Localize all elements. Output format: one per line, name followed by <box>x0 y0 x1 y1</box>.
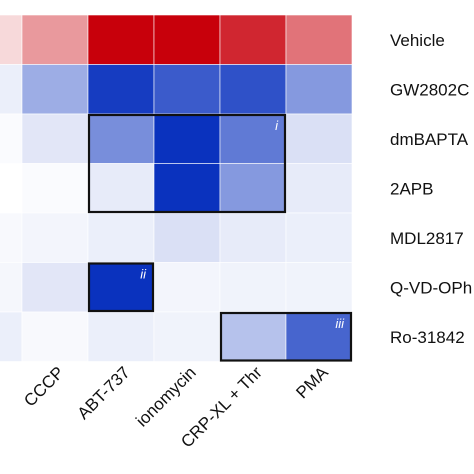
heatmap-cell <box>219 14 287 65</box>
column-label: PMA <box>292 362 332 402</box>
heatmap-cell <box>153 163 221 214</box>
row-label: Vehicle <box>390 31 445 50</box>
heatmap-cell <box>219 311 287 362</box>
heatmap-cell <box>21 262 89 313</box>
heatmap-cell <box>285 163 353 214</box>
heatmap-cell <box>0 311 23 362</box>
row-label: Q-VD-OPh <box>390 278 472 297</box>
heatmap-cell <box>285 262 353 313</box>
heatmap-cell <box>285 14 353 65</box>
row-label: GW2802C <box>390 80 469 99</box>
heatmap-cell <box>219 262 287 313</box>
heatmap-cell <box>285 64 353 115</box>
heatmap-cell <box>87 14 155 65</box>
heatmap-cell <box>153 212 221 263</box>
heatmap-cell <box>153 311 221 362</box>
heatmap-cell <box>219 163 287 214</box>
heatmap-cell <box>153 262 221 313</box>
column-label: ionomycin <box>132 363 200 431</box>
row-label: Ro-31842 <box>390 328 465 347</box>
row-label: MDL2817 <box>390 229 464 248</box>
column-label: ABT-737 <box>74 363 134 423</box>
row-label: dmBAPTA <box>390 130 469 149</box>
highlight-box <box>87 262 155 313</box>
heatmap-cell <box>285 212 353 263</box>
heatmap-cell <box>0 212 23 263</box>
heatmap-cell <box>21 311 89 362</box>
heatmap-cell <box>21 64 89 115</box>
heatmap-cell <box>87 64 155 115</box>
heatmap-cell <box>153 64 221 115</box>
heatmap-cell <box>219 212 287 263</box>
heatmap-cell <box>87 311 155 362</box>
heatmap-cell <box>0 64 23 115</box>
heatmap-cell <box>153 113 221 164</box>
heatmap-cell <box>0 14 23 65</box>
highlight-box <box>87 113 287 214</box>
highlight-box-label: iii <box>335 316 345 331</box>
heatmap-cell <box>0 262 23 313</box>
heatmap-cell <box>21 212 89 263</box>
heatmap-cell <box>87 163 155 214</box>
heatmap-cell <box>21 163 89 214</box>
heatmap-cell <box>87 212 155 263</box>
heatmap-cell <box>21 14 89 65</box>
heatmap-cell <box>87 113 155 164</box>
heatmap-cell <box>285 113 353 164</box>
heatmap-cell <box>0 113 23 164</box>
heatmap-cell <box>87 262 155 313</box>
heatmap-cell <box>0 163 23 214</box>
column-label: m. <box>0 363 2 390</box>
heatmap-cell <box>21 113 89 164</box>
heatmap-cell <box>219 113 287 164</box>
highlight-box <box>219 311 353 362</box>
heatmap-cells <box>0 14 353 362</box>
heatmap-cell <box>219 64 287 115</box>
highlight-box-label: i <box>275 118 279 133</box>
highlight-box-label: ii <box>140 267 147 282</box>
heatmap-cell <box>153 14 221 65</box>
row-label: 2APB <box>390 179 433 198</box>
column-label: CCCP <box>20 363 67 410</box>
